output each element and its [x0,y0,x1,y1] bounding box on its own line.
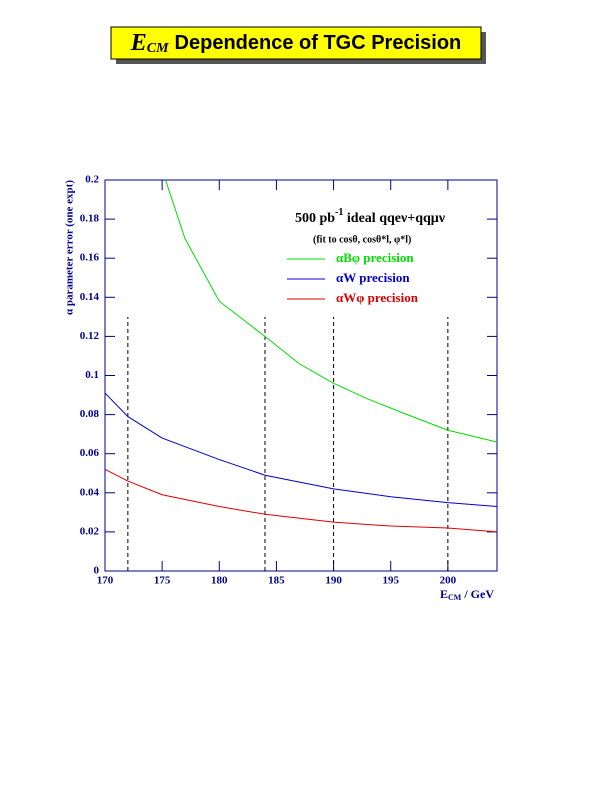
annotation: 500 pb-1 ideal qqeν+qqμν [295,207,446,226]
x-tick-label: 190 [325,575,342,587]
y-tick-label: 0.12 [80,330,100,342]
title-box [110,26,482,60]
x-axis-label: ECM / GeV [440,587,494,602]
y-tick-label: 0 [94,565,100,577]
legend-label: αW precision [336,270,410,285]
annotation-text: 500 pb [295,211,335,226]
y-tick-label: 0.04 [80,486,100,498]
annotation-sup: -1 [335,207,343,218]
y-tick-label: 0.02 [80,525,100,537]
y-tick-label: 0.1 [85,369,99,381]
y-tick-label: 0.08 [80,408,100,420]
series-line [165,180,497,443]
y-tick-label: 0.18 [80,213,100,225]
y-tick-label: 0.14 [80,291,100,303]
annotation-rest: ideal qqeν+qqμν [343,211,445,226]
series-line [105,392,497,507]
x-label-subscript: CM [448,593,462,602]
x-label-symbol: E [440,587,448,601]
title-subscript: CM [147,41,169,56]
title-text: Dependence of TGC Precision [175,32,462,54]
x-tick-label: 200 [440,575,457,587]
x-label-unit: / GeV [461,587,494,601]
x-tick-label: 185 [268,575,285,587]
y-tick-label: 0.16 [80,252,100,264]
x-tick-label: 175 [154,575,171,587]
series-line [105,468,497,533]
legend-label: αBφ precision [336,250,414,265]
x-tick-label: 180 [211,575,228,587]
y-tick-label: 0.2 [85,174,99,186]
y-tick-label: 0.06 [80,447,100,459]
legend-label: αWφ precision [336,290,419,305]
title-symbol: E [130,30,147,56]
x-tick-label: 195 [382,575,399,587]
chart-title: ECM Dependence of TGC Precision [130,30,462,57]
annotation-note: (fit to cosθ, cosθ*l, φ*l) [313,234,411,245]
y-axis-label: α parameter error (one expt) [64,180,76,315]
plot-frame [104,179,498,572]
x-tick-label: 170 [97,575,114,587]
